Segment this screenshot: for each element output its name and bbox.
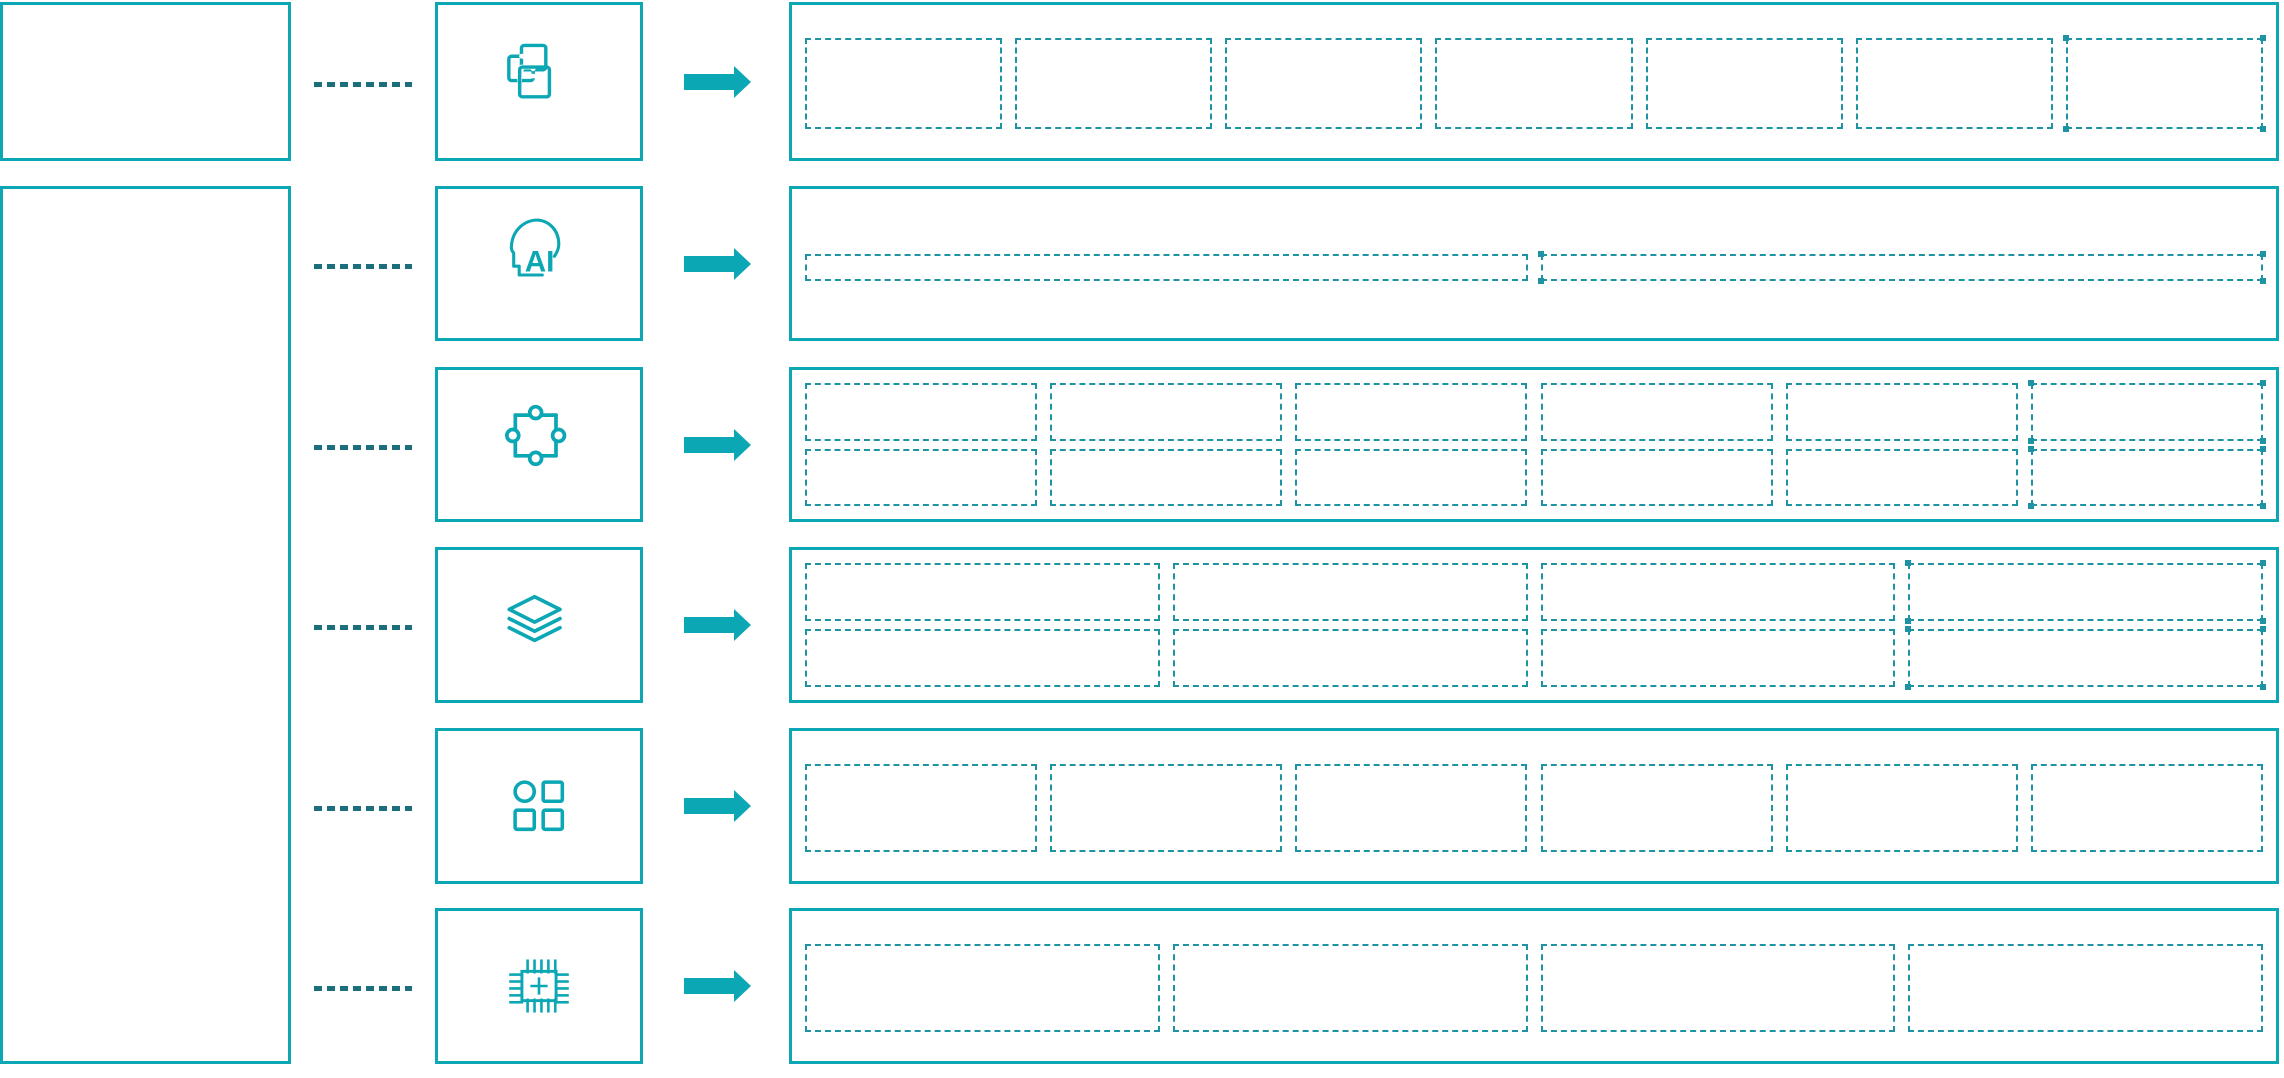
svg-text:AI: AI [525,245,555,278]
